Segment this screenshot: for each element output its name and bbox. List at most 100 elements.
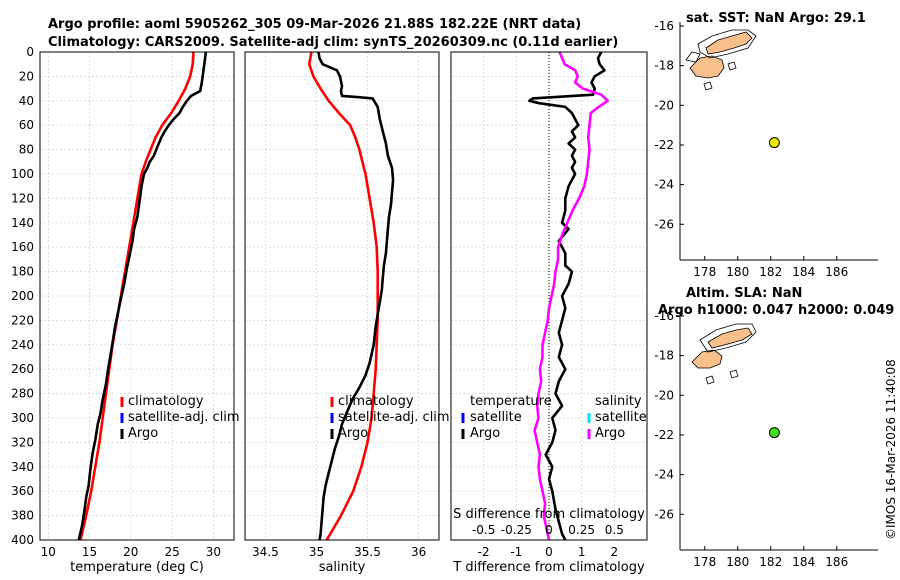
map-x-tick-label: 186 xyxy=(825,265,848,279)
t-diff-tick-label: 2 xyxy=(611,545,619,559)
depth-ticks: 0 20 40 60 80 100 120 140 160 180 200 220 240 260 280 3… xyxy=(11,45,34,547)
legend-argo: Argo xyxy=(338,426,368,441)
reef-outline xyxy=(697,29,757,59)
t-diff-tick-label: -1 xyxy=(510,545,522,559)
argo-position-marker-sst xyxy=(768,137,780,149)
legend-argo: Argo xyxy=(128,426,158,441)
map-x-tick-label: 184 xyxy=(792,265,815,279)
difference-lines xyxy=(528,51,610,541)
legend-argo-temperature: Argo xyxy=(470,426,500,441)
legend-satellite-salinity: satellite xyxy=(595,410,647,425)
sst-map-xticks: 178 180 182 184 186 xyxy=(680,256,878,279)
map-y-tick-label: -22 xyxy=(654,428,674,442)
map-x-tick-label: 184 xyxy=(792,555,815,569)
difference-legend-left: temperature satellite Argo xyxy=(461,394,552,441)
salinity-lines xyxy=(307,51,395,541)
depth-tick-label: 0 xyxy=(26,45,34,59)
series-line-salinity-difference xyxy=(533,51,610,541)
viti-levu-island xyxy=(689,55,725,79)
series-line-climatology xyxy=(79,51,195,541)
s-diff-tick-label: -0.25 xyxy=(501,523,532,537)
depth-tick-label: 280 xyxy=(11,387,34,401)
sla-map-panel: Altim. SLA: NaN Argo h1000: 0.047 h2000:… xyxy=(654,286,894,569)
sla-map-title-line1: Altim. SLA: NaN xyxy=(686,286,802,301)
legend-temperature-heading: temperature xyxy=(470,394,552,409)
map-y-tick-label: -26 xyxy=(654,217,674,231)
temperature-xticks: 10 15 20 25 30 xyxy=(41,545,221,559)
depth-tick-label: 400 xyxy=(11,533,34,547)
salinity-xlabel: salinity xyxy=(319,560,366,575)
x-tick-label: 35 xyxy=(309,545,324,559)
depth-tick-label: 160 xyxy=(11,240,34,254)
x-tick-label: 10 xyxy=(41,545,56,559)
salinity-grid xyxy=(245,51,439,541)
temperature-grid xyxy=(40,51,234,541)
map-y-tick-label: -24 xyxy=(654,468,674,482)
small-island xyxy=(729,369,739,379)
depth-tick-label: 360 xyxy=(11,484,34,498)
series-line-argo xyxy=(317,51,395,541)
depth-tick-label: 20 xyxy=(19,69,34,83)
depth-tick-label: 120 xyxy=(11,191,34,205)
salinity-panel: 34.5 35 35.5 36 salinity climatology satell… xyxy=(244,51,450,575)
argo-position-marker-sla xyxy=(768,427,780,439)
sst-map-title: sat. SST: NaN Argo: 29.1 xyxy=(686,11,866,26)
sst-map-panel: sat. SST: NaN Argo: 29.1 178 180 182 184 186… xyxy=(654,11,879,279)
x-tick-label: 25 xyxy=(164,545,179,559)
depth-tick-label: 220 xyxy=(11,313,34,327)
depth-tick-label: 380 xyxy=(11,509,34,523)
x-tick-label: 34.5 xyxy=(252,545,279,559)
salinity-difference-xticks: -0.5 -0.25 0 0.25 0.5 xyxy=(472,523,624,537)
map-x-tick-label: 182 xyxy=(759,555,782,569)
temperature-panel: 10 15 20 25 30 0 20 40 60 80 100 120 140 160 180 200 22… xyxy=(11,45,240,575)
difference-axes-box xyxy=(450,51,648,541)
series-line-climatology xyxy=(307,51,380,541)
legend-climatology: climatology xyxy=(338,394,414,409)
depth-tick-label: 180 xyxy=(11,265,34,279)
small-island xyxy=(727,61,737,71)
temperature-legend: climatology satellite-adj. clim Argo xyxy=(120,394,240,441)
vanua-levu-island xyxy=(705,31,753,55)
map-x-tick-label: 178 xyxy=(693,265,716,279)
map-y-tick-label: -26 xyxy=(654,507,674,521)
t-diff-tick-label: 0 xyxy=(545,545,553,559)
map-x-tick-label: 180 xyxy=(726,555,749,569)
legend-salinity-heading: salinity xyxy=(595,394,642,409)
legend-satellite-temperature: satellite xyxy=(470,410,522,425)
temperature-lines xyxy=(77,51,208,541)
difference-panel: -2 -1 0 1 2 -0.5 -0.25 0 0.25 0.5 S difference f… xyxy=(450,51,648,575)
depth-tick-label: 320 xyxy=(11,435,34,449)
sla-map-yticks: -16 -18 -20 -22 -24 -26 xyxy=(654,309,684,550)
legend-argo-salinity: Argo xyxy=(595,426,625,441)
small-island xyxy=(705,375,715,385)
salinity-axes-box xyxy=(244,51,440,541)
figure-title-line2: Climatology: CARS2009. Satellite-adj cli… xyxy=(48,35,618,50)
map-y-tick-label: -20 xyxy=(654,98,674,112)
x-tick-label: 30 xyxy=(206,545,221,559)
imos-timestamp: ©IMOS 16-Mar-2026 11:40:08 xyxy=(884,359,898,540)
depth-tick-label: 60 xyxy=(19,118,34,132)
map-x-tick-label: 186 xyxy=(825,555,848,569)
small-island xyxy=(685,51,701,63)
depth-tick-label: 260 xyxy=(11,362,34,376)
salinity-legend: climatology satellite-adj. clim Argo xyxy=(330,394,450,441)
depth-tick-label: 140 xyxy=(11,216,34,230)
map-y-tick-label: -18 xyxy=(654,59,674,73)
sst-map-yticks: -16 -18 -20 -22 -24 -26 xyxy=(654,19,684,260)
map-x-tick-label: 182 xyxy=(759,265,782,279)
legend-satellite-clim: satellite-adj. clim xyxy=(128,410,240,425)
x-tick-label: 15 xyxy=(82,545,97,559)
reef-outline xyxy=(699,323,757,353)
map-y-tick-label: -16 xyxy=(654,19,674,33)
map-y-tick-label: -24 xyxy=(654,178,674,192)
sla-land xyxy=(691,323,757,385)
depth-tick-label: 200 xyxy=(11,289,34,303)
map-x-tick-label: 180 xyxy=(726,265,749,279)
t-diff-tick-label: 1 xyxy=(578,545,586,559)
figure-title-line1: Argo profile: aoml 5905262_305 09-Mar-20… xyxy=(48,17,581,32)
depth-tick-label: 240 xyxy=(11,338,34,352)
legend-climatology: climatology xyxy=(128,394,204,409)
temperature-xlabel: temperature (deg C) xyxy=(70,560,204,575)
sla-map-xticks: 178 180 182 184 186 xyxy=(680,546,878,569)
